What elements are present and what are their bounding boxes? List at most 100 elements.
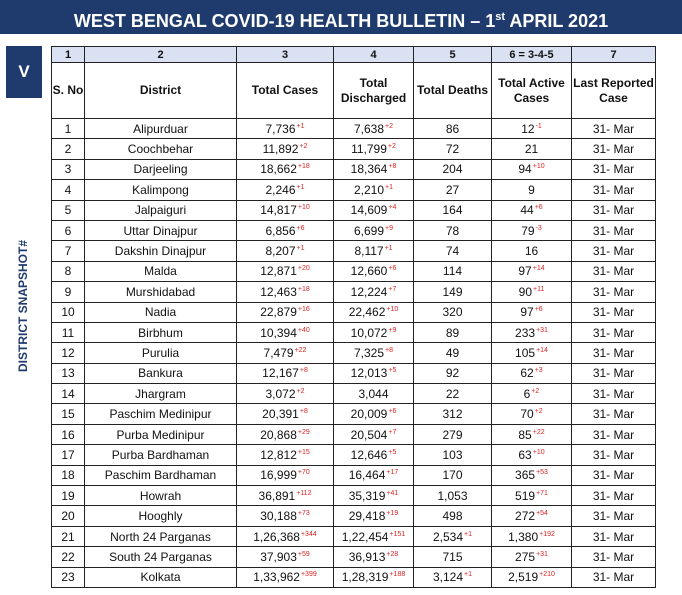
cell-sno: 10 — [51, 301, 85, 323]
cell-total-active: 519+71 — [491, 485, 572, 507]
cell-sno: 3 — [51, 158, 85, 181]
cell-district: Dakshin Dinajpur — [84, 240, 237, 262]
cell-total-active-value: 233 — [515, 325, 536, 340]
cell-sno-value: 22 — [61, 549, 75, 564]
cell-total-active: 6+2 — [491, 383, 572, 405]
cell-total-active-value: 44 — [520, 203, 534, 218]
cell-total-cases-delta: +1 — [296, 245, 305, 253]
cell-sno: 15 — [51, 403, 85, 425]
cell-total-discharged-value: 20,009 — [350, 407, 388, 422]
cell-total-active-value: 2,519 — [508, 570, 539, 585]
cell-total-cases-delta: +10 — [297, 204, 310, 212]
cell-last-reported: 31- Mar — [571, 505, 656, 527]
cell-total-cases-delta: +8 — [299, 367, 308, 375]
cell-sno: 6 — [51, 219, 85, 242]
cell-district-value: Hooghly — [138, 509, 183, 524]
cell-total-discharged: 12,660+6 — [333, 260, 414, 283]
col-number: 7 — [571, 46, 656, 63]
cell-district-value: Kolkata — [140, 570, 181, 585]
col-number: 4 — [333, 46, 414, 63]
cell-last-reported-value: 31- Mar — [592, 549, 635, 564]
cell-total-discharged-delta: +2 — [387, 143, 396, 151]
cell-district: Paschim Bardhaman — [84, 464, 237, 487]
cell-total-cases-delta: +6 — [296, 224, 305, 232]
cell-total-deaths-value: 164 — [442, 203, 463, 218]
cell-last-reported-value: 31- Mar — [592, 223, 635, 238]
cell-total-active: 70+2 — [491, 403, 572, 425]
cell-total-cases-value: 16,999 — [260, 468, 297, 483]
cell-total-active: 105+14 — [491, 342, 572, 364]
cell-sno: 1 — [51, 117, 85, 140]
cell-last-reported: 31- Mar — [571, 362, 656, 385]
cell-total-discharged-delta: +4 — [388, 204, 397, 212]
cell-total-discharged-delta: +5 — [388, 448, 397, 456]
cell-total-deaths-value: 498 — [442, 509, 463, 524]
cell-total-active-delta: +6 — [534, 204, 543, 212]
title-ordinal: st — [495, 11, 506, 23]
cell-total-cases: 10,394+40 — [236, 321, 334, 344]
cell-total-cases: 8,207+1 — [236, 240, 334, 262]
cell-last-reported: 31- Mar — [571, 546, 656, 568]
cell-total-active-delta: +192 — [539, 530, 555, 538]
cell-total-cases-value: 18,662 — [260, 162, 297, 177]
cell-district: Uttar Dinajpur — [84, 219, 237, 242]
cell-sno: 4 — [51, 179, 85, 201]
cell-total-discharged-delta: +5 — [388, 367, 397, 375]
cell-total-cases: 20,868+29 — [236, 423, 334, 446]
cell-total-active-value: 94 — [518, 162, 532, 177]
cell-total-active-delta: +2 — [534, 408, 543, 416]
cell-last-reported: 31- Mar — [571, 464, 656, 487]
cell-total-cases: 14,817+10 — [236, 199, 334, 221]
cell-total-deaths-value: 89 — [445, 325, 460, 340]
cell-total-active: 97+14 — [491, 260, 572, 283]
header-total-active: Total Active Cases — [491, 62, 572, 119]
cell-last-reported-value: 31- Mar — [592, 325, 635, 340]
cell-total-active-delta: +10 — [532, 163, 545, 171]
cell-sno-value: 20 — [61, 509, 75, 524]
table-row: 17 Purba Bardhaman 12,812+15 12,646+5 103 63+… — [51, 444, 656, 466]
cell-total-cases-value: 12,167 — [262, 366, 299, 381]
cell-last-reported-value: 31- Mar — [592, 447, 635, 462]
cell-total-cases-delta: +344 — [300, 530, 317, 538]
cell-sno: 8 — [51, 260, 85, 283]
cell-total-discharged: 36,913+28 — [333, 546, 414, 568]
cell-total-discharged-delta: +1 — [384, 245, 393, 253]
cell-total-discharged-value: 7,638 — [353, 121, 385, 136]
cell-total-discharged: 7,325+8 — [333, 342, 414, 364]
cell-total-discharged-value: 20,504 — [350, 427, 388, 442]
cell-total-cases-value: 3,072 — [265, 386, 296, 401]
cell-sno-value: 18 — [61, 468, 75, 483]
cell-total-deaths: 204 — [413, 158, 492, 181]
cell-total-cases-value: 1,33,962 — [253, 570, 300, 585]
cell-total-active-value: 62 — [520, 366, 534, 381]
cell-total-discharged-delta: +6 — [388, 408, 397, 416]
cell-district: Purba Medinipur — [84, 423, 237, 446]
cell-district-value: Dakshin Dinajpur — [114, 244, 207, 259]
table-row: 7 Dakshin Dinajpur 8,207+1 8,117+1 74 16 31- M… — [51, 240, 656, 262]
cell-district: Howrah — [84, 485, 237, 507]
cell-sno-value: 15 — [61, 407, 75, 422]
cell-last-reported: 31- Mar — [571, 179, 656, 201]
cell-district-value: Paschim Bardhaman — [104, 468, 217, 483]
cell-total-active-value: 85 — [518, 427, 532, 442]
cell-total-active: 79-3 — [491, 219, 572, 242]
table-row: 2 Coochbehar 11,892+2 11,799+2 72 21 31- Mar — [51, 138, 656, 160]
cell-total-deaths-value: 114 — [442, 264, 463, 279]
cell-total-deaths-value: 3,124 — [432, 570, 464, 585]
cell-district-value: Purba Bardhaman — [111, 447, 210, 462]
cell-total-active-delta: +14 — [532, 265, 545, 273]
cell-total-discharged: 2,210+1 — [333, 179, 414, 201]
col-number: 5 — [413, 46, 492, 63]
cell-sno: 16 — [51, 423, 85, 446]
cell-total-active-value: 272 — [515, 509, 536, 524]
cell-district-value: Nadia — [144, 305, 177, 320]
cell-total-discharged-delta: +28 — [386, 550, 399, 558]
cell-total-active-delta: +54 — [536, 510, 548, 518]
cell-total-cases-delta: +40 — [297, 326, 310, 334]
cell-total-cases: 7,479+22 — [236, 342, 334, 364]
table-row: 9 Murshidabad 12,463+18 12,224+7 149 90+11 31-… — [51, 281, 656, 303]
cell-total-active: 44+6 — [491, 199, 572, 221]
cell-total-deaths: 170 — [413, 464, 492, 487]
cell-total-discharged-value: 1,28,319 — [341, 570, 389, 585]
cell-total-deaths: 86 — [413, 117, 492, 140]
